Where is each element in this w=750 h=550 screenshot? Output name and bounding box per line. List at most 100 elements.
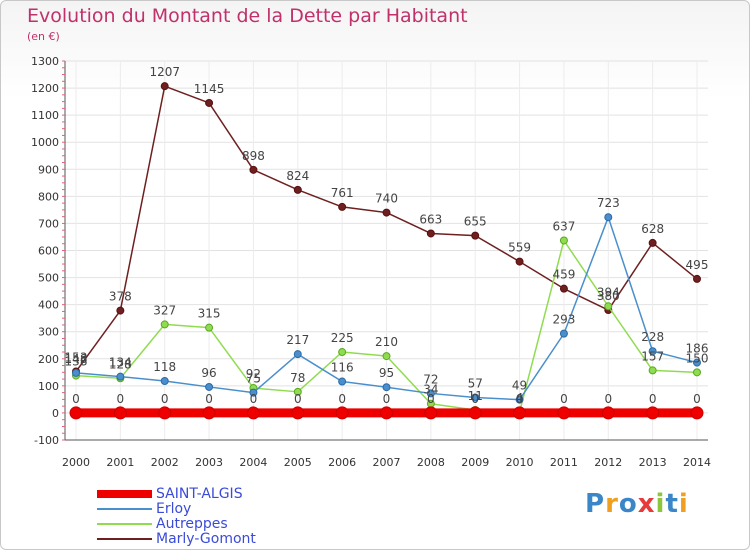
data-label: 0 [649,392,657,406]
data-point [468,406,482,420]
data-label: 138 [65,355,88,369]
data-point [648,366,657,375]
data-point [202,406,216,420]
y-tick-label: 1200 [31,82,59,95]
legend-label: Erloy [156,501,192,517]
data-point [160,82,169,91]
data-label: 898 [242,149,265,163]
data-point [160,320,169,329]
data-label: 134 [109,356,132,370]
legend-label: Marly-Gomont [156,531,256,547]
y-tick-label: 600 [38,245,59,258]
data-label: 0 [471,392,479,406]
data-label: 72 [423,372,438,386]
legend-swatch [97,523,152,525]
data-label: 761 [331,186,354,200]
data-label: 1145 [194,82,225,96]
data-label: 0 [117,392,125,406]
data-point [246,406,260,420]
y-tick-label: 200 [38,353,59,366]
data-label: 96 [201,366,216,380]
data-point [690,406,704,420]
data-point [559,329,568,338]
legend-swatch [97,538,152,540]
data-label: 315 [198,307,221,321]
logo-letter: i [678,489,689,519]
data-label: 378 [109,290,132,304]
x-tick-label: 2003 [195,456,223,469]
x-tick-label: 2001 [106,456,134,469]
data-point [426,229,435,238]
x-tick-label: 2009 [461,456,489,469]
data-point [426,389,435,398]
data-label: 459 [552,268,575,282]
data-label: 0 [72,392,80,406]
data-point [693,358,701,367]
data-label: 394 [597,285,620,299]
data-label: 0 [161,392,169,406]
data-label: 0 [427,392,435,406]
data-point [205,98,214,107]
data-point [604,302,613,311]
data-point [515,257,524,266]
logo-letter: i [655,489,666,519]
data-point [382,208,391,217]
x-tick-label: 2006 [328,456,356,469]
data-point [380,406,393,420]
data-label: 0 [383,392,391,406]
data-point [471,231,480,240]
data-label: 49 [512,379,527,393]
data-label: 116 [331,361,354,375]
data-point [515,395,524,404]
data-label: 0 [693,392,701,406]
data-label: 740 [375,192,398,206]
data-label: 78 [290,371,305,385]
data-label: 217 [286,333,309,347]
y-tick-label: 1300 [31,55,59,68]
data-point [338,202,347,211]
legend-item: SAINT-ALGIS [97,486,243,502]
data-label: 148 [65,352,88,366]
unit-label: (en €) [27,30,60,43]
data-point [72,368,80,377]
data-point [335,406,349,420]
data-point [648,347,657,356]
legend-item: Marly-Gomont [97,531,256,547]
data-label: 34 [423,383,438,397]
data-point [160,376,169,385]
legend-label: SAINT-ALGIS [156,486,243,502]
y-tick-label: 1100 [31,109,59,122]
data-point [471,393,480,402]
data-label: 95 [379,366,394,380]
data-label: 0 [604,392,612,406]
data-point [205,382,214,391]
data-label: 0 [205,392,213,406]
logo-letter: P [585,489,606,519]
data-point [293,350,302,359]
data-point [293,185,302,194]
data-label: 75 [246,372,261,386]
legend-swatch [97,490,152,498]
data-point [601,406,615,420]
data-point [291,406,305,420]
data-point [293,387,302,396]
data-point [693,274,701,283]
legend-swatch [97,508,152,510]
data-label: 0 [294,392,302,406]
data-label: 628 [641,222,664,236]
data-label: 128 [109,357,132,371]
data-point [557,406,571,420]
y-tick-label: 900 [38,163,59,176]
x-tick-label: 2014 [683,456,711,469]
y-tick-label: 300 [38,326,59,339]
data-label: 380 [597,289,620,303]
data-label: 150 [686,351,709,365]
data-label: 228 [641,330,664,344]
y-tick-label: 100 [38,380,59,393]
logo-letter: o [618,489,638,519]
y-tick-label: -100 [34,434,59,447]
data-label: 0 [516,392,524,406]
data-point [249,165,258,174]
y-tick-label: 700 [38,217,59,230]
